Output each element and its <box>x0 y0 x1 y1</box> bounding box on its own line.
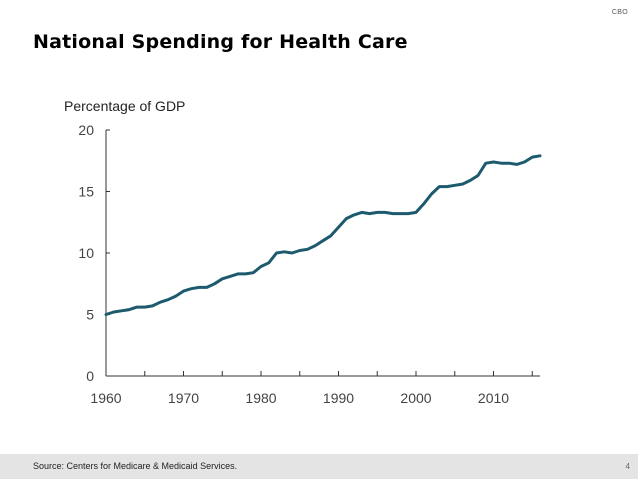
x-tick-label: 1990 <box>323 390 354 406</box>
y-tick-label: 20 <box>78 122 94 138</box>
y-tick-label: 10 <box>78 245 94 261</box>
source-note: Source: Centers for Medicare & Medicaid … <box>33 461 238 471</box>
x-tick-label: 2010 <box>478 390 509 406</box>
footer-bar <box>0 454 638 479</box>
y-axis-ticks: 0 5 10 15 20 <box>78 122 110 384</box>
y-tick-label: 0 <box>86 368 94 384</box>
x-tick-label: 1970 <box>168 390 199 406</box>
y-tick-label: 15 <box>78 184 94 200</box>
cbo-logo: CBO <box>611 9 628 16</box>
y-tick-label: 5 <box>86 307 94 323</box>
x-tick-label: 2000 <box>400 390 431 406</box>
slide-title: National Spending for Health Care <box>33 31 408 53</box>
x-axis-ticks: 1960 1970 1980 1990 2000 2010 <box>90 371 533 406</box>
page-number: 4 <box>625 462 630 471</box>
series-group <box>104 154 542 316</box>
series-line <box>104 154 542 316</box>
x-tick-label: 1960 <box>90 390 121 406</box>
x-tick-label: 1980 <box>245 390 276 406</box>
axes <box>105 130 540 377</box>
y-axis-label: Percentage of GDP <box>64 98 186 114</box>
